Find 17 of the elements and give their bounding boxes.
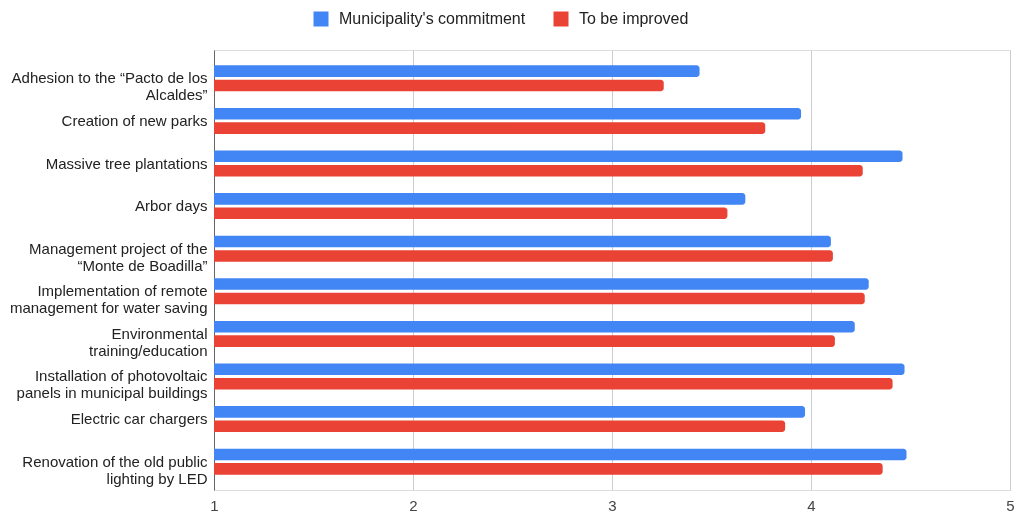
y-tick-label: Implementation of remote management for water saving <box>9 282 208 317</box>
y-tick-label: Management project of the “Monte de Boadilla” <box>29 239 208 274</box>
y-tick-label: Adhesion to the “Pacto de los Alcaldes” <box>11 69 208 104</box>
y-tick-label: Electric car chargers <box>70 410 208 428</box>
legend-label: Municipality's commitment <box>339 10 526 27</box>
x-tick-label: 1 <box>210 496 219 514</box>
x-tick-label: 2 <box>409 496 418 514</box>
y-tick-label: Environmental training/education <box>89 324 208 359</box>
y-tick-label: Installation of photovoltaic panels in municipal buildings <box>16 367 208 402</box>
y-tick-label: Massive tree plantations <box>45 154 208 172</box>
legend-label: To be improved <box>579 10 689 27</box>
x-tick-label: 5 <box>1006 496 1015 514</box>
y-tick-label: Creation of new parks <box>61 111 208 129</box>
x-tick-label: 4 <box>807 496 816 514</box>
x-tick-label: 3 <box>608 496 617 514</box>
y-tick-label: Arbor days <box>134 197 208 215</box>
y-tick-label: Renovation of the old public lighting by LED <box>22 452 208 487</box>
